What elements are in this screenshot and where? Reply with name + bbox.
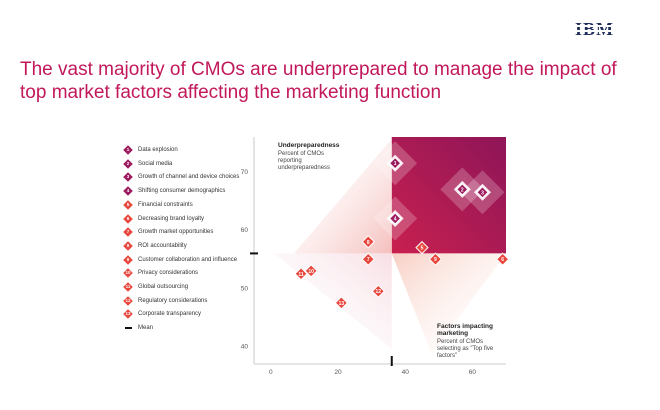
y-axis-subtitle: reporting xyxy=(278,158,302,164)
x-axis-title-line: marketing xyxy=(437,330,468,337)
point-label: 9 xyxy=(434,257,437,263)
point-label: 5 xyxy=(421,246,424,252)
x-tick-label: 20 xyxy=(334,369,342,376)
point-label: 13 xyxy=(339,301,345,307)
data-point: 8 xyxy=(361,235,375,249)
legend-number: 13 xyxy=(125,311,131,317)
data-point: 13 xyxy=(334,296,349,310)
point-marker-inner xyxy=(476,186,489,199)
ibm-logo: IBM xyxy=(575,20,619,38)
point-label: 2 xyxy=(461,187,464,193)
x-axis-subtitle: Percent of CMOs xyxy=(437,339,483,345)
data-point: 6 xyxy=(495,252,510,266)
y-axis-title: Underpreparedness xyxy=(278,142,340,149)
legend-number: 10 xyxy=(125,270,131,276)
point-marker-inner xyxy=(388,212,402,225)
legend-number: 6 xyxy=(126,215,130,221)
point-label: 4 xyxy=(394,216,397,222)
data-point: 12 xyxy=(371,284,386,298)
data-point: 9 xyxy=(428,252,443,266)
y-axis-subtitle: Percent of CMOs xyxy=(278,151,324,157)
legend-label: Shifting consumer demographics xyxy=(138,188,226,195)
point-marker xyxy=(428,252,443,266)
legend-label: Growth market opportunities xyxy=(138,229,214,236)
x-axis-title: Factors impacting xyxy=(437,323,493,330)
x-tick-label: 60 xyxy=(469,369,477,376)
point-marker xyxy=(334,296,349,310)
point-marker xyxy=(361,235,375,249)
x-axis-subtitle: factors" xyxy=(437,353,457,359)
point-label: 3 xyxy=(481,190,484,196)
point-marker-inner xyxy=(388,156,402,170)
point-marker xyxy=(361,252,375,266)
point-label: 10 xyxy=(308,269,314,275)
legend-number: 1 xyxy=(126,147,130,152)
legend-number: 11 xyxy=(125,284,131,289)
point-marker xyxy=(415,240,429,255)
data-point: 4 xyxy=(386,209,404,227)
legend-label: ROI accountability xyxy=(138,242,187,249)
point-label: 7 xyxy=(367,257,370,263)
point-label: 11 xyxy=(298,272,304,278)
point-label: 8 xyxy=(367,240,370,246)
point-marker xyxy=(371,284,386,298)
legend-label: Social media xyxy=(138,160,173,167)
x-tick-label: 0 xyxy=(269,369,273,376)
y-tick-label: 70 xyxy=(241,169,249,176)
y-axis-subtitle: underpreparedness xyxy=(278,165,330,171)
legend-number: 9 xyxy=(126,256,130,262)
x-tick-label: 40 xyxy=(402,369,410,376)
data-point: 5 xyxy=(415,240,429,255)
legend-number: 2 xyxy=(126,160,130,166)
quadrant-top-left xyxy=(294,139,392,254)
legend-label: Growth of channel and device choices xyxy=(138,174,240,181)
point-label: 1 xyxy=(394,161,397,167)
mean-line-icon xyxy=(125,327,132,330)
data-point: 3 xyxy=(473,183,491,201)
legend-label: Privacy considerations xyxy=(138,270,199,277)
ibm-logo-text: IBM xyxy=(575,19,614,39)
legend-number: 7 xyxy=(126,229,130,235)
legend-label: Decreasing brand loyalty xyxy=(138,215,205,222)
legend-label: Regulatory considerations xyxy=(138,297,208,304)
point-label: 6 xyxy=(501,257,504,263)
data-point: 11 xyxy=(294,267,308,281)
legend-number: 3 xyxy=(126,174,130,180)
point-label: 12 xyxy=(376,289,382,295)
legend-label: Financial constraints xyxy=(138,201,193,208)
point-marker xyxy=(304,264,318,278)
data-point: 2 xyxy=(453,180,471,198)
legend-number: 12 xyxy=(125,297,131,303)
y-tick-label: 50 xyxy=(241,285,249,292)
data-point: 7 xyxy=(361,252,375,266)
legend-label: Global outsourcing xyxy=(138,284,189,290)
legend-label-mean: Mean xyxy=(138,325,154,332)
point-marker xyxy=(495,252,510,266)
legend-label: Data explosion xyxy=(138,147,178,153)
y-tick-label: 40 xyxy=(241,344,249,351)
legend-label: Customer collaboration and influence xyxy=(138,256,238,263)
slide-title: The vast majority of CMOs are underprepa… xyxy=(20,59,617,103)
quadrant-bottom-left xyxy=(274,253,392,349)
y-tick-label: 60 xyxy=(241,227,249,234)
legend-number: 5 xyxy=(126,201,130,207)
point-marker-inner xyxy=(456,183,469,196)
point-marker xyxy=(294,267,308,281)
axes: 0 20 40 60 40 50 60 70 xyxy=(241,137,506,376)
legend-number: 8 xyxy=(126,242,130,248)
legend-label: Corporate transparency xyxy=(138,311,202,318)
data-point: 1 xyxy=(386,154,404,172)
data-point: 10 xyxy=(304,264,318,278)
quadrant-bottom-right xyxy=(391,253,506,354)
legend-number: 4 xyxy=(126,188,130,194)
x-axis-subtitle: selecting as "Top five xyxy=(437,346,494,352)
